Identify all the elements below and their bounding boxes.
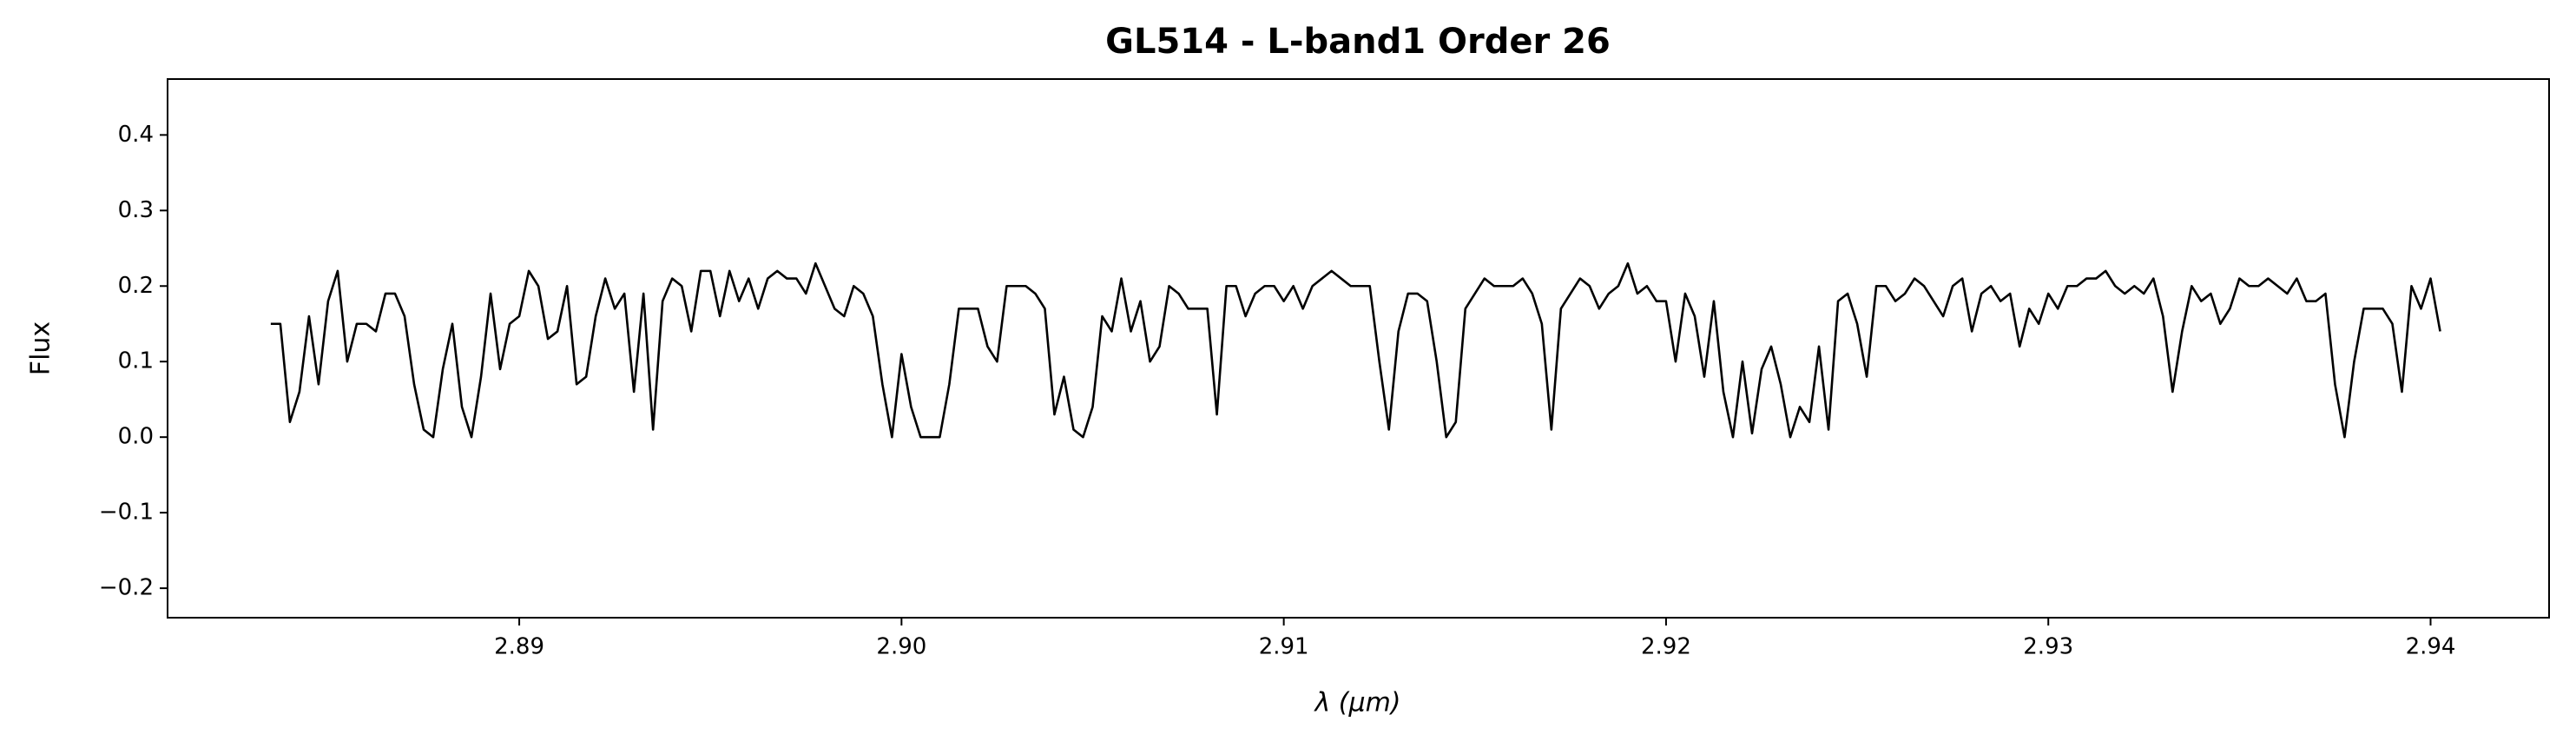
y-tick-label: 0.3 <box>118 197 154 223</box>
x-tick-label: 2.90 <box>876 634 926 660</box>
y-tick-label: 0.2 <box>118 273 154 299</box>
y-tick-label: 0.1 <box>118 348 154 374</box>
x-axis-label: λ (μm) <box>1313 688 1400 718</box>
x-tick-label: 2.91 <box>1259 634 1309 660</box>
y-tick-label: 0.4 <box>118 122 154 148</box>
chart-title: GL514 - L-band1 Order 26 <box>1105 22 1611 62</box>
x-tick-label: 2.92 <box>1641 634 1691 660</box>
y-tick-label: −0.2 <box>99 575 154 601</box>
plot-frame <box>167 78 2550 619</box>
y-tick-label: −0.1 <box>99 500 154 526</box>
x-tick-label: 2.89 <box>494 634 544 660</box>
y-tick-label: 0.0 <box>118 424 154 450</box>
spectrum-line <box>270 261 2441 439</box>
x-tick-label: 2.94 <box>2406 634 2456 660</box>
x-tick-label: 2.93 <box>2023 634 2073 660</box>
y-axis-label: Flux <box>26 321 56 375</box>
